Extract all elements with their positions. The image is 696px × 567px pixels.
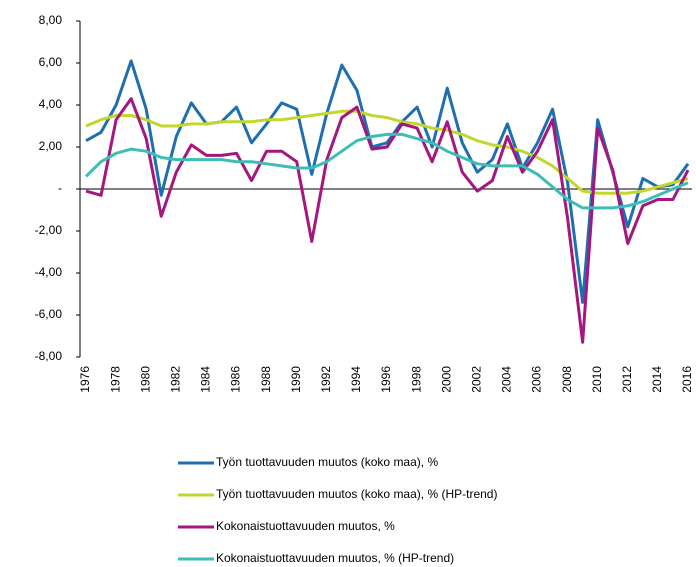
y-tick-label: 6,00 bbox=[39, 55, 63, 69]
x-tick-label: 1996 bbox=[379, 366, 393, 393]
x-tick-label: 1984 bbox=[199, 366, 213, 393]
series-line bbox=[85, 109, 689, 195]
x-tick-label: 2012 bbox=[620, 366, 634, 393]
x-tick-label: 1992 bbox=[319, 366, 333, 393]
x-tick-label: 2008 bbox=[560, 366, 574, 393]
x-tick-label: 2016 bbox=[680, 366, 694, 393]
legend-label: Työn tuottavuuden muutos (koko maa), % bbox=[216, 455, 438, 469]
series-line bbox=[85, 59, 690, 304]
legend-label: Kokonaistuottavuuden muutos, % bbox=[216, 519, 395, 533]
y-tick-label: -2,00 bbox=[35, 223, 63, 237]
x-tick-label: 2000 bbox=[439, 366, 453, 393]
series-line bbox=[85, 97, 690, 344]
y-tick-label: 2,00 bbox=[39, 139, 63, 153]
y-tick-label: -8,00 bbox=[35, 349, 63, 363]
x-tick-label: 2004 bbox=[500, 366, 514, 393]
x-tick-label: 2002 bbox=[469, 366, 483, 393]
x-tick-label: 1994 bbox=[349, 366, 363, 393]
x-tick-label: 2006 bbox=[530, 366, 544, 393]
x-tick-label: 1982 bbox=[168, 366, 182, 393]
y-tick-label: - bbox=[58, 181, 62, 195]
x-tick-label: 2014 bbox=[650, 366, 664, 393]
legend-label: Kokonaistuottavuuden muutos, % (HP-trend… bbox=[216, 551, 454, 565]
x-tick-label: 1980 bbox=[138, 366, 152, 393]
series-line bbox=[84, 132, 689, 210]
y-tick-label: 8,00 bbox=[39, 13, 63, 27]
y-tick-label: -6,00 bbox=[35, 307, 63, 321]
x-tick-label: 1990 bbox=[289, 366, 303, 393]
x-tick-label: 2010 bbox=[590, 366, 604, 393]
x-tick-label: 1988 bbox=[259, 366, 273, 393]
x-tick-label: 1978 bbox=[108, 366, 122, 393]
x-tick-label: 1976 bbox=[78, 366, 92, 393]
x-tick-label: 1998 bbox=[409, 366, 423, 393]
x-tick-label: 1986 bbox=[229, 366, 243, 393]
y-tick-label: -4,00 bbox=[35, 265, 63, 279]
legend-label: Työn tuottavuuden muutos (koko maa), % (… bbox=[216, 487, 497, 501]
y-tick-label: 4,00 bbox=[39, 97, 63, 111]
